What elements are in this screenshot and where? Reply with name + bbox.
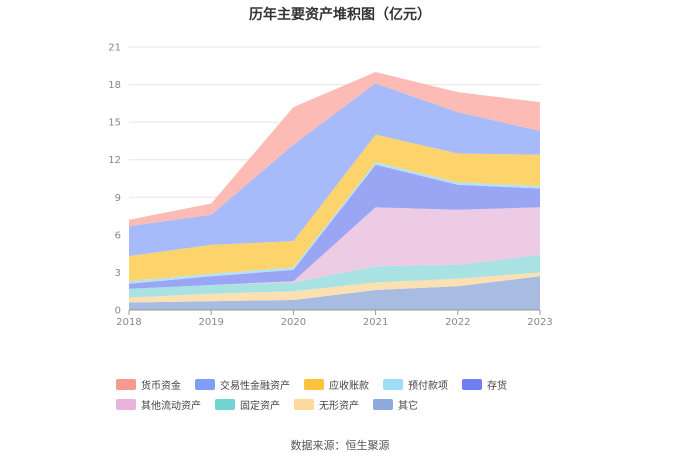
chart-title: 历年主要资产堆积图（亿元）: [249, 7, 431, 23]
legend-item[interactable]: 交易性金融资产: [195, 377, 290, 392]
area-其他流动资产[interactable]: [129, 207, 540, 289]
legend-item[interactable]: 存货: [462, 377, 507, 392]
legend-item[interactable]: 应收账款: [304, 377, 369, 392]
legend-swatch: [195, 378, 215, 390]
y-tick-label: 0: [115, 306, 121, 317]
legend-swatch: [116, 398, 136, 410]
area-无形资产[interactable]: [129, 272, 540, 303]
area-其它[interactable]: [129, 276, 540, 310]
x-tick-label: 2018: [116, 317, 141, 328]
area-货币资金[interactable]: [129, 72, 540, 227]
axes: 0 3 6 9 12 15 18 21 2018 2019 2020 2021 2022 2023: [108, 43, 552, 329]
chart-legend: 货币资金 交易性金融资产 应收账款 预付款项 存货其他流动资产 固定资产 无形资产 其它: [116, 377, 576, 412]
legend-item[interactable]: 固定资产: [215, 397, 280, 412]
legend-item[interactable]: 预付款项: [383, 377, 448, 392]
legend-label: 存货: [487, 380, 507, 392]
legend-item[interactable]: 其他流动资产: [116, 397, 201, 412]
area-应收账款[interactable]: [129, 134, 540, 282]
legend-item[interactable]: 货币资金: [116, 377, 181, 392]
x-tick-label: 2019: [198, 317, 223, 328]
y-tick-label: 3: [115, 268, 121, 279]
legend-item[interactable]: 其它: [373, 397, 418, 412]
y-tick-label: 18: [108, 80, 121, 91]
legend-item[interactable]: 无形资产: [294, 397, 359, 412]
area-固定资产[interactable]: [129, 254, 540, 298]
legend-label: 应收账款: [329, 380, 369, 392]
legend-swatch: [116, 378, 136, 390]
legend-label: 预付款项: [408, 380, 448, 392]
y-tick-label: 12: [108, 155, 121, 166]
y-tick-label: 21: [108, 43, 121, 54]
y-tick-label: 9: [115, 193, 121, 204]
legend-swatch: [462, 378, 482, 390]
legend-swatch: [215, 398, 235, 410]
x-tick-label: 2020: [281, 317, 306, 328]
legend-swatch: [294, 398, 314, 410]
area-存货[interactable]: [129, 164, 540, 289]
y-tick-label: 15: [108, 118, 121, 129]
legend-label: 其他流动资产: [141, 400, 201, 412]
x-tick-label: 2023: [527, 317, 552, 328]
legend-swatch: [373, 398, 393, 410]
area-交易性金融资产[interactable]: [129, 83, 540, 257]
legend-swatch: [304, 378, 324, 390]
area-series: [129, 72, 540, 310]
legend-label: 固定资产: [240, 400, 280, 412]
data-source: 数据来源：恒生聚源: [290, 439, 390, 452]
x-tick-label: 2021: [363, 317, 388, 328]
y-tick-label: 6: [115, 230, 121, 241]
legend-swatch: [383, 378, 403, 390]
x-tick-label: 2022: [445, 317, 470, 328]
legend-label: 其它: [398, 400, 418, 412]
legend-label: 交易性金融资产: [220, 380, 290, 392]
legend-label: 无形资产: [319, 400, 359, 412]
legend-label: 货币资金: [141, 380, 181, 392]
